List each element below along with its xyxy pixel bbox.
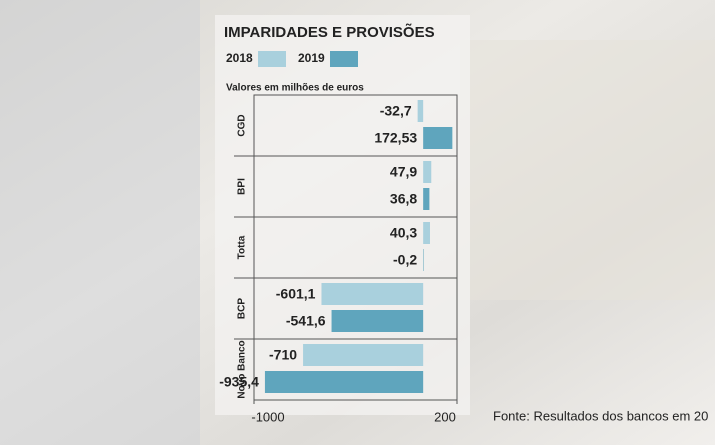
background-note bbox=[0, 0, 200, 445]
value-label: -0,2 bbox=[393, 252, 417, 268]
bar bbox=[264, 371, 424, 393]
source: Fonte: Resultados dos bancos em 20 bbox=[493, 408, 708, 423]
value-label: 40,3 bbox=[390, 225, 417, 241]
value-label: 172,53 bbox=[374, 130, 417, 146]
plot-frame bbox=[253, 94, 458, 401]
bar bbox=[303, 344, 424, 366]
value-label: 36,8 bbox=[390, 191, 417, 207]
subtitle: Valores em milhões de euros bbox=[226, 83, 364, 94]
background-note bbox=[460, 40, 715, 300]
value-label: -601,1 bbox=[276, 286, 316, 302]
legend-swatch bbox=[258, 51, 286, 67]
bar bbox=[417, 100, 424, 122]
value-label: -935,4 bbox=[219, 374, 259, 390]
bar bbox=[423, 249, 424, 271]
bar bbox=[321, 283, 424, 305]
legend-label: 2019 bbox=[298, 51, 325, 65]
value-label: -710 bbox=[269, 347, 297, 363]
x-tick-label: -1000 bbox=[251, 409, 284, 424]
value-label: -32,7 bbox=[380, 103, 412, 119]
value-label: 47,9 bbox=[390, 164, 417, 180]
value-label: -541,6 bbox=[286, 313, 326, 329]
bar bbox=[423, 127, 453, 149]
chart-title: IMPARIDADES E PROVISÕES bbox=[224, 23, 435, 41]
y-tick-label: CGD bbox=[237, 114, 248, 136]
x-tick-label: 200 bbox=[434, 409, 456, 424]
bar bbox=[331, 310, 424, 332]
legend-swatch bbox=[330, 51, 358, 67]
legend-label: 2018 bbox=[226, 51, 253, 65]
bar bbox=[423, 161, 432, 183]
y-tick-label: BCP bbox=[237, 298, 248, 319]
bar bbox=[423, 222, 430, 244]
y-tick-label: BPI bbox=[237, 178, 248, 195]
bar bbox=[423, 188, 430, 210]
y-tick-label: Novo Banco bbox=[237, 340, 248, 398]
y-tick-label: Totta bbox=[237, 235, 248, 259]
